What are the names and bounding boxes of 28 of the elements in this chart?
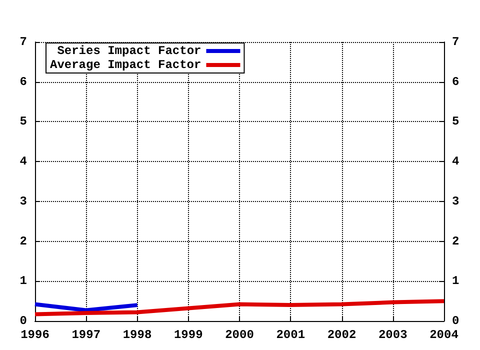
y-tick-label: 0	[20, 314, 27, 328]
legend-label: Average Impact Factor	[50, 58, 202, 72]
y-tick-label: 6	[20, 74, 27, 89]
x-tick-label: 2004	[430, 328, 458, 342]
x-tick-label: 1997	[72, 328, 101, 342]
y-tick-label: 4	[20, 154, 27, 169]
y2-tick-label: 6	[452, 74, 460, 89]
y-tick-label: 1	[20, 274, 27, 288]
x-tick-label: 2002	[327, 328, 356, 342]
y2-tick-label: 7	[452, 35, 460, 49]
x-tick-label: 2001	[276, 328, 306, 342]
x-tick-label: 2003	[378, 328, 408, 342]
y-tick-label: 2	[20, 234, 27, 248]
y-tick-label: 5	[20, 114, 27, 129]
legend-label: Series Impact Factor	[57, 44, 202, 58]
y2-tick-label: 1	[452, 274, 460, 288]
x-tick-label: 2000	[225, 328, 254, 342]
y2-tick-label: 3	[452, 194, 460, 208]
y-tick-label: 3	[20, 194, 27, 208]
x-tick-label: 1999	[174, 328, 203, 342]
x-tick-label: 1996	[20, 328, 50, 342]
y2-tick-label: 2	[452, 234, 460, 248]
y2-tick-label: 0	[452, 314, 460, 328]
y-tick-label: 7	[20, 35, 27, 49]
y2-tick-label: 5	[452, 114, 460, 129]
x-tick-label: 1998	[122, 328, 152, 342]
line-series	[33, 299, 446, 316]
y2-tick-label: 4	[452, 154, 460, 169]
